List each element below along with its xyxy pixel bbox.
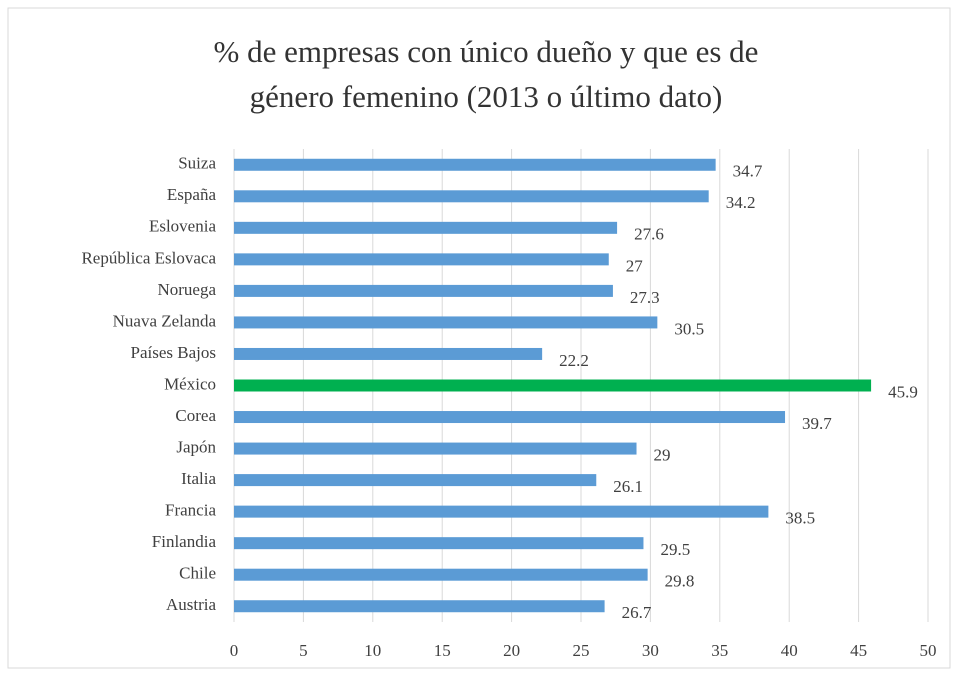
bar [234, 347, 543, 360]
bar [234, 537, 644, 550]
bar [234, 253, 609, 266]
bar [234, 190, 709, 203]
data-label: 29 [654, 445, 671, 464]
chart-border [7, 7, 951, 669]
y-tick-label: México [164, 374, 216, 393]
x-tick-label: 45 [850, 641, 867, 660]
x-tick-label: 25 [573, 641, 590, 660]
x-tick-label: 30 [642, 641, 659, 660]
y-tick-label: Austria [166, 595, 217, 614]
y-tick-label: España [167, 185, 217, 204]
bar [234, 158, 716, 171]
data-label: 26.7 [622, 603, 652, 622]
y-tick-label: Eslovenia [149, 217, 216, 236]
data-label: 27 [626, 256, 644, 275]
data-label: 39.7 [802, 414, 832, 433]
y-tick-label: Noruega [157, 280, 216, 299]
x-tick-label: 50 [920, 641, 937, 660]
data-label: 27.3 [630, 288, 660, 307]
bar [234, 568, 648, 581]
chart-title: % de empresas con único dueño y que es d… [214, 34, 759, 69]
y-tick-label: Nuava Zelanda [113, 311, 217, 330]
y-tick-label: Finlandia [152, 532, 217, 551]
data-label: 22.2 [559, 351, 589, 370]
bar [234, 221, 618, 234]
data-label: 29.8 [665, 572, 695, 591]
bar [234, 474, 597, 487]
bar [234, 600, 605, 613]
bar [234, 505, 769, 518]
data-label: 38.5 [785, 509, 815, 528]
data-label: 34.2 [726, 193, 756, 212]
y-tick-label: Chile [179, 564, 216, 583]
bar [234, 316, 658, 329]
x-tick-label: 0 [230, 641, 239, 660]
data-label: 27.6 [634, 225, 664, 244]
data-label: 29.5 [660, 540, 690, 559]
bar [234, 442, 637, 455]
x-tick-label: 35 [711, 641, 728, 660]
x-tick-label: 10 [364, 641, 381, 660]
data-label: 34.7 [733, 162, 763, 181]
bar [234, 411, 786, 424]
y-tick-label: Francia [165, 501, 216, 520]
data-label: 45.9 [888, 382, 918, 401]
data-label: 30.5 [674, 319, 704, 338]
chart-title: género femenino (2013 o último dato) [250, 79, 723, 114]
x-tick-label: 15 [434, 641, 451, 660]
y-tick-label: Corea [175, 406, 216, 425]
y-tick-label: Países Bajos [131, 343, 216, 362]
x-tick-label: 40 [781, 641, 798, 660]
bar [234, 379, 872, 392]
y-tick-label: Suiza [178, 154, 216, 173]
y-tick-label: Italia [181, 469, 216, 488]
bar [234, 284, 613, 297]
y-tick-label: Japón [176, 437, 216, 456]
data-label: 26.1 [613, 477, 643, 496]
x-tick-label: 20 [503, 641, 520, 660]
y-tick-label: República Eslovaca [81, 248, 216, 267]
x-tick-label: 5 [299, 641, 308, 660]
